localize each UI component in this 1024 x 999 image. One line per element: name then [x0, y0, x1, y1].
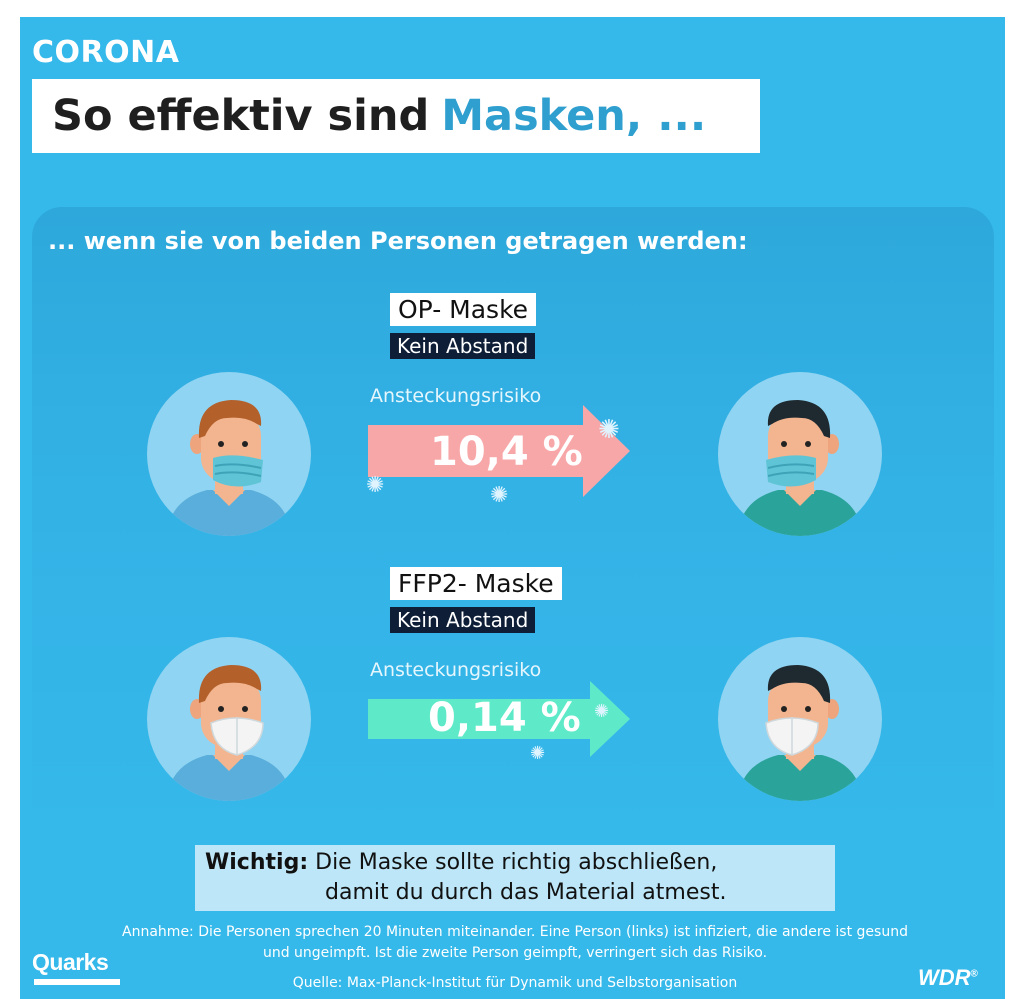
- arrow-right-icon: [368, 681, 630, 757]
- arrow-right-icon: [368, 405, 630, 497]
- wdr-logo-text: WDR: [918, 965, 971, 990]
- assumption-text: Annahme: Die Personen sprechen 20 Minute…: [122, 924, 908, 961]
- note-line-1: Wichtig: Die Maske sollte richtig abschl…: [205, 848, 825, 878]
- virus-icon: ✺: [530, 743, 546, 764]
- note-label: Wichtig:: [205, 850, 309, 875]
- title-accent: Masken, ...: [441, 91, 707, 141]
- virus-icon: ✺: [598, 415, 620, 445]
- risk-label-ffp2: Ansteckungsrisiko: [370, 659, 542, 681]
- risk-value-op: 10,4 %: [430, 429, 583, 475]
- risk-label-op: Ansteckungsrisiko: [370, 385, 542, 407]
- infographic: CORONA So effektiv sind Masken, ... ... …: [20, 17, 1005, 999]
- topic-label: CORONA: [32, 35, 180, 70]
- title-main: So effektiv sind: [52, 91, 430, 141]
- note-text-2: damit du durch das Material atmest.: [325, 880, 727, 905]
- mask-type-label-ffp2: FFP2- Maske: [390, 567, 562, 600]
- subheading: ... wenn sie von beiden Personen getrage…: [48, 227, 748, 255]
- title-box: So effektiv sind Masken, ...: [32, 79, 760, 153]
- note-text-1: Die Maske sollte richtig abschließen,: [315, 850, 718, 875]
- person-with-ffp2-mask-icon: [718, 637, 882, 801]
- person-with-op-mask-icon: [718, 372, 882, 536]
- distance-label-ffp2: Kein Abstand: [390, 607, 536, 633]
- registered-mark: ®: [970, 968, 978, 980]
- healthy-person-op: [718, 372, 882, 536]
- person-with-op-mask-icon: [147, 372, 311, 536]
- quarks-logo-bar: [34, 979, 120, 985]
- healthy-person-ffp2: [718, 637, 882, 801]
- important-note: Wichtig: Die Maske sollte richtig abschl…: [195, 845, 835, 911]
- person-with-ffp2-mask-icon: [147, 637, 311, 801]
- quarks-logo: Quarks: [32, 949, 109, 975]
- transmission-arrow-ffp2: [368, 679, 630, 759]
- virus-icon: ✺: [490, 483, 509, 508]
- source-text: Quelle: Max-Planck-Institut für Dynamik …: [292, 975, 738, 991]
- wdr-logo: WDR®: [918, 965, 978, 991]
- virus-icon: ✺: [594, 701, 610, 722]
- distance-label-op: Kein Abstand: [390, 333, 536, 359]
- infected-person-ffp2: [147, 637, 311, 801]
- infected-person-op: [147, 372, 311, 536]
- virus-icon: ✺: [366, 473, 385, 498]
- risk-value-ffp2: 0,14 %: [428, 695, 581, 741]
- mask-type-label-op: OP- Maske: [390, 293, 537, 326]
- transmission-arrow-op: [368, 405, 630, 497]
